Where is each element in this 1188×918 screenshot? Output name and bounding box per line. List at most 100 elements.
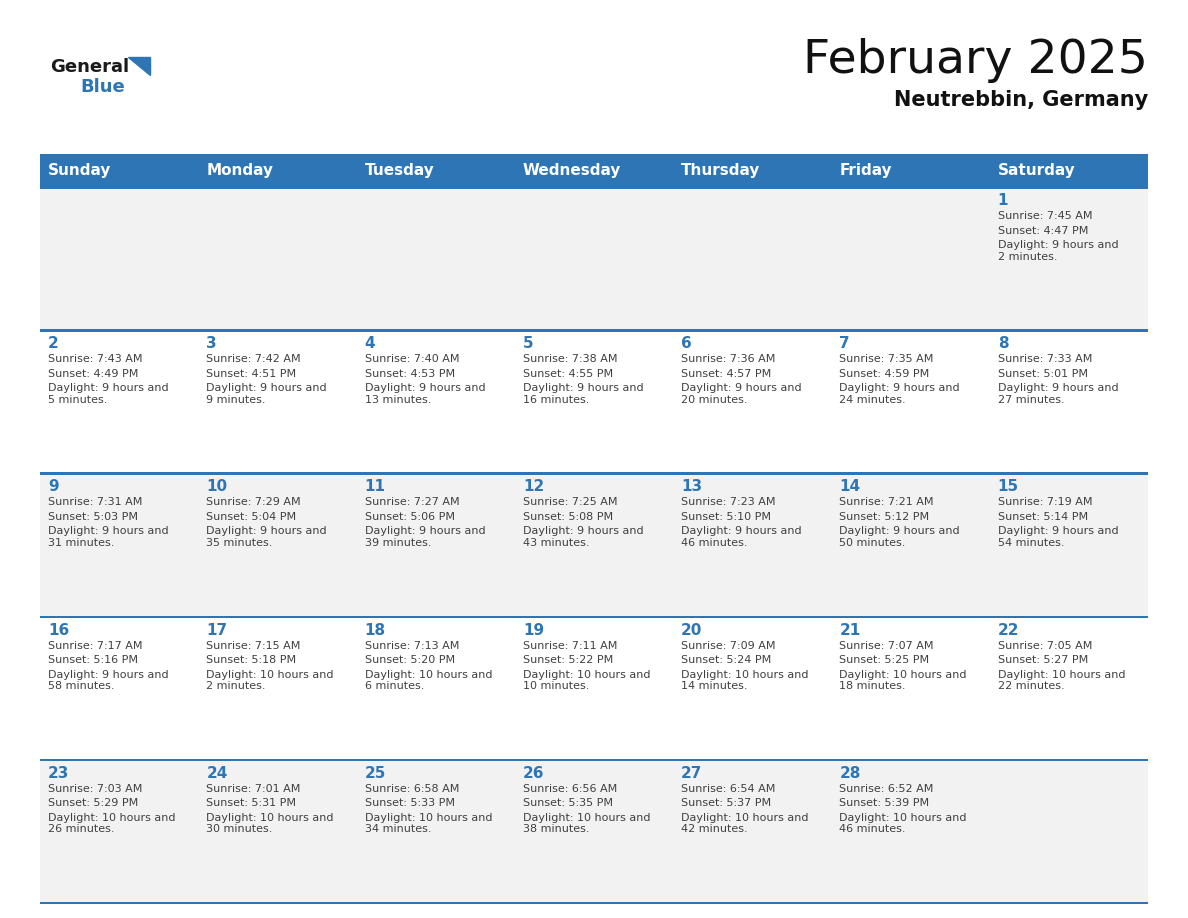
Text: 13: 13 (681, 479, 702, 495)
Text: Sunrise: 7:42 AM: Sunrise: 7:42 AM (207, 354, 301, 364)
Text: 14: 14 (840, 479, 860, 495)
Bar (40, 186, 1148, 188)
Text: Daylight: 10 hours and
22 minutes.: Daylight: 10 hours and 22 minutes. (998, 669, 1125, 691)
Text: Daylight: 9 hours and
2 minutes.: Daylight: 9 hours and 2 minutes. (998, 240, 1118, 262)
Text: Sunset: 4:47 PM: Sunset: 4:47 PM (998, 226, 1088, 236)
Text: Daylight: 9 hours and
50 minutes.: Daylight: 9 hours and 50 minutes. (840, 526, 960, 548)
Text: 20: 20 (681, 622, 702, 638)
Text: Saturday: Saturday (998, 163, 1075, 178)
Text: Sunrise: 7:03 AM: Sunrise: 7:03 AM (48, 784, 143, 794)
Text: 4: 4 (365, 336, 375, 352)
Text: Daylight: 9 hours and
20 minutes.: Daylight: 9 hours and 20 minutes. (681, 383, 802, 405)
Text: 24: 24 (207, 766, 228, 781)
Text: Sunset: 5:37 PM: Sunset: 5:37 PM (681, 799, 771, 809)
Text: Sunrise: 7:05 AM: Sunrise: 7:05 AM (998, 641, 1092, 651)
Text: Sunrise: 7:07 AM: Sunrise: 7:07 AM (840, 641, 934, 651)
Text: Daylight: 9 hours and
43 minutes.: Daylight: 9 hours and 43 minutes. (523, 526, 644, 548)
Bar (40, 617, 1148, 760)
Text: 22: 22 (998, 622, 1019, 638)
Text: Sunrise: 7:35 AM: Sunrise: 7:35 AM (840, 354, 934, 364)
Text: Sunrise: 7:31 AM: Sunrise: 7:31 AM (48, 498, 143, 508)
Text: Daylight: 9 hours and
35 minutes.: Daylight: 9 hours and 35 minutes. (207, 526, 327, 548)
Text: Daylight: 10 hours and
26 minutes.: Daylight: 10 hours and 26 minutes. (48, 812, 176, 834)
Text: Daylight: 9 hours and
46 minutes.: Daylight: 9 hours and 46 minutes. (681, 526, 802, 548)
Text: Daylight: 10 hours and
2 minutes.: Daylight: 10 hours and 2 minutes. (207, 669, 334, 691)
Text: Thursday: Thursday (681, 163, 760, 178)
Text: Sunset: 4:57 PM: Sunset: 4:57 PM (681, 369, 771, 379)
Text: 1: 1 (998, 193, 1009, 208)
Text: Sunrise: 7:23 AM: Sunrise: 7:23 AM (681, 498, 776, 508)
Text: Blue: Blue (80, 78, 125, 96)
Text: Sunrise: 7:45 AM: Sunrise: 7:45 AM (998, 211, 1092, 221)
Text: Sunrise: 7:29 AM: Sunrise: 7:29 AM (207, 498, 301, 508)
Bar (40, 20, 1148, 155)
Text: Sunset: 5:29 PM: Sunset: 5:29 PM (48, 799, 138, 809)
Text: Sunday: Sunday (48, 163, 112, 178)
Text: Sunset: 5:39 PM: Sunset: 5:39 PM (840, 799, 929, 809)
Text: Sunrise: 6:56 AM: Sunrise: 6:56 AM (523, 784, 617, 794)
Text: 10: 10 (207, 479, 227, 495)
Text: Sunrise: 7:25 AM: Sunrise: 7:25 AM (523, 498, 618, 508)
Text: Sunrise: 6:54 AM: Sunrise: 6:54 AM (681, 784, 776, 794)
Bar (40, 154, 1148, 156)
Text: Monday: Monday (207, 163, 273, 178)
Bar (40, 330, 1148, 474)
Text: Sunrise: 7:33 AM: Sunrise: 7:33 AM (998, 354, 1092, 364)
Text: Sunrise: 7:13 AM: Sunrise: 7:13 AM (365, 641, 459, 651)
Text: Sunset: 4:59 PM: Sunset: 4:59 PM (840, 369, 930, 379)
Text: Daylight: 9 hours and
31 minutes.: Daylight: 9 hours and 31 minutes. (48, 526, 169, 548)
Text: Wednesday: Wednesday (523, 163, 621, 178)
Text: 21: 21 (840, 622, 860, 638)
Text: Sunrise: 6:58 AM: Sunrise: 6:58 AM (365, 784, 459, 794)
Text: 11: 11 (365, 479, 386, 495)
Text: Sunset: 5:06 PM: Sunset: 5:06 PM (365, 512, 455, 522)
Text: 5: 5 (523, 336, 533, 352)
Text: Sunset: 5:01 PM: Sunset: 5:01 PM (998, 369, 1088, 379)
Bar (40, 902, 1148, 904)
Text: Sunrise: 7:40 AM: Sunrise: 7:40 AM (365, 354, 459, 364)
Bar (40, 473, 1148, 475)
Text: Sunset: 4:49 PM: Sunset: 4:49 PM (48, 369, 138, 379)
Text: Sunset: 5:25 PM: Sunset: 5:25 PM (840, 655, 929, 666)
Text: Daylight: 10 hours and
6 minutes.: Daylight: 10 hours and 6 minutes. (365, 669, 492, 691)
Text: Daylight: 9 hours and
5 minutes.: Daylight: 9 hours and 5 minutes. (48, 383, 169, 405)
Text: 9: 9 (48, 479, 58, 495)
Text: Tuesday: Tuesday (365, 163, 435, 178)
Text: Daylight: 9 hours and
13 minutes.: Daylight: 9 hours and 13 minutes. (365, 383, 485, 405)
Text: 18: 18 (365, 622, 386, 638)
Text: Daylight: 10 hours and
30 minutes.: Daylight: 10 hours and 30 minutes. (207, 812, 334, 834)
Text: Daylight: 10 hours and
38 minutes.: Daylight: 10 hours and 38 minutes. (523, 812, 650, 834)
Text: 7: 7 (840, 336, 851, 352)
Text: Sunset: 5:08 PM: Sunset: 5:08 PM (523, 512, 613, 522)
Text: Sunrise: 7:15 AM: Sunrise: 7:15 AM (207, 641, 301, 651)
Text: Sunset: 5:12 PM: Sunset: 5:12 PM (840, 512, 929, 522)
Text: Daylight: 10 hours and
18 minutes.: Daylight: 10 hours and 18 minutes. (840, 669, 967, 691)
Text: Sunset: 5:27 PM: Sunset: 5:27 PM (998, 655, 1088, 666)
Text: Daylight: 9 hours and
24 minutes.: Daylight: 9 hours and 24 minutes. (840, 383, 960, 405)
Text: 6: 6 (681, 336, 691, 352)
Polygon shape (128, 57, 150, 75)
Text: Neutrebbin, Germany: Neutrebbin, Germany (893, 90, 1148, 110)
Text: Sunrise: 7:43 AM: Sunrise: 7:43 AM (48, 354, 143, 364)
Text: Daylight: 9 hours and
16 minutes.: Daylight: 9 hours and 16 minutes. (523, 383, 644, 405)
Text: Sunrise: 7:11 AM: Sunrise: 7:11 AM (523, 641, 618, 651)
Bar (40, 616, 1148, 618)
Text: General: General (50, 58, 129, 76)
Text: Daylight: 10 hours and
46 minutes.: Daylight: 10 hours and 46 minutes. (840, 812, 967, 834)
Text: Daylight: 10 hours and
14 minutes.: Daylight: 10 hours and 14 minutes. (681, 669, 809, 691)
Text: Sunrise: 7:17 AM: Sunrise: 7:17 AM (48, 641, 143, 651)
Text: Daylight: 9 hours and
27 minutes.: Daylight: 9 hours and 27 minutes. (998, 383, 1118, 405)
Text: Sunrise: 7:27 AM: Sunrise: 7:27 AM (365, 498, 460, 508)
Text: 3: 3 (207, 336, 217, 352)
Text: 16: 16 (48, 622, 69, 638)
Text: 26: 26 (523, 766, 544, 781)
Text: 15: 15 (998, 479, 1019, 495)
Text: Sunset: 5:04 PM: Sunset: 5:04 PM (207, 512, 297, 522)
Text: Sunset: 4:53 PM: Sunset: 4:53 PM (365, 369, 455, 379)
Text: 12: 12 (523, 479, 544, 495)
Text: 28: 28 (840, 766, 861, 781)
Text: Sunset: 5:35 PM: Sunset: 5:35 PM (523, 799, 613, 809)
Bar (40, 474, 1148, 617)
Text: February 2025: February 2025 (803, 38, 1148, 83)
Text: 19: 19 (523, 622, 544, 638)
